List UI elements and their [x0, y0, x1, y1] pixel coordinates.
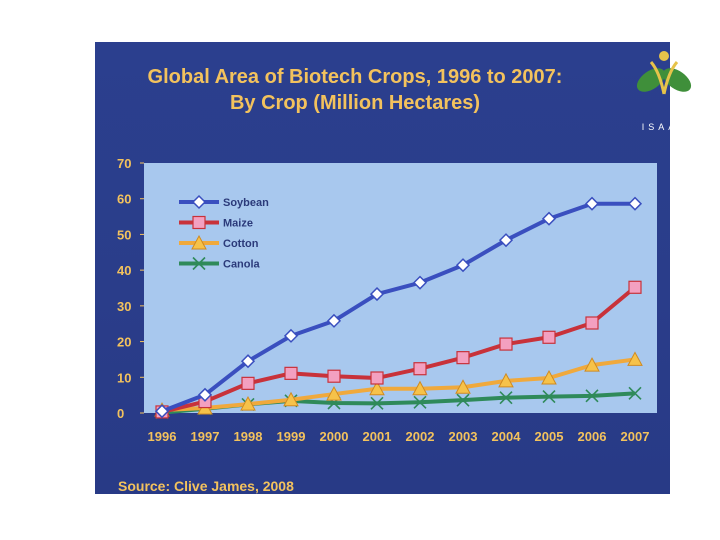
y-tick-label: 50 [117, 227, 131, 242]
cotton-series-line [161, 357, 636, 413]
chart-title: Global Area of Biotech Crops, 1996 to 20… [95, 64, 615, 116]
y-tick-label: 10 [117, 370, 131, 385]
x-tick-label: 2002 [406, 429, 435, 444]
maize-data-point [370, 371, 384, 385]
y-tick-label: 40 [117, 263, 131, 278]
cotton-legend-marker [191, 234, 207, 250]
maize-data-point [413, 362, 427, 376]
y-tick-label: 30 [117, 299, 131, 314]
cotton-data-point [541, 369, 557, 385]
cotton-data-point [627, 351, 643, 366]
y-tick-label: 20 [117, 335, 131, 350]
soybean-data-point [498, 233, 514, 248]
soybean-data-point [455, 258, 471, 273]
x-axis: 1996 1997 1998 1999 2000 2001 2002 2003 2004 2005… [148, 429, 650, 444]
cotton-data-point [283, 391, 299, 407]
maize-legend-marker [192, 215, 206, 230]
cotton-legend-label: Cotton [223, 238, 259, 250]
soybean-legend-label: Soybean [223, 197, 269, 209]
soybean-legend-marker [191, 194, 207, 210]
canola-data-point [370, 396, 384, 410]
maize-legend-label: Maize [223, 218, 253, 230]
soybean-data-point [369, 287, 385, 302]
x-tick-label: 2007 [621, 429, 650, 444]
isaaa-logo-icon [636, 51, 692, 95]
y-tick-label: 0 [117, 406, 124, 421]
maize-data-point [628, 280, 642, 294]
x-tick-label: 1996 [148, 429, 177, 444]
series-lines [154, 196, 643, 420]
maize-data-point [241, 376, 255, 390]
cotton-data-point [240, 396, 256, 411]
x-tick-label: 2001 [363, 429, 392, 444]
x-tick-label: 2004 [492, 429, 522, 444]
cotton-data-point [584, 357, 600, 372]
canola-data-point [542, 390, 556, 404]
x-tick-label: 1997 [191, 429, 220, 444]
chart-title-line-2: By Crop (Million Hectares) [229, 92, 481, 114]
soybean-data-point [627, 196, 643, 211]
maize-data-point [499, 337, 513, 351]
maize-data-point [327, 369, 341, 383]
y-tick-label: 70 [117, 156, 131, 171]
cotton-data-point [326, 386, 342, 401]
canola-data-point [628, 386, 642, 400]
maize-data-point [542, 330, 556, 344]
chart-title-line-1: Global Area of Biotech Crops, 1996 to 20… [147, 66, 563, 88]
source-text: Source: Clive James, 2008 [118, 478, 294, 494]
y-tick-label: 60 [117, 192, 131, 207]
canola-legend-label: Canola [223, 259, 261, 271]
maize-data-point [585, 316, 599, 330]
canola-data-point [413, 395, 427, 409]
cotton-data-point [498, 372, 514, 388]
soybean-data-point [412, 275, 428, 290]
x-tick-label: 2003 [449, 429, 478, 444]
soybean-data-point [283, 328, 299, 343]
soybean-data-point [197, 387, 213, 402]
soybean-data-point [154, 404, 170, 419]
canola-legend-marker [192, 256, 206, 271]
soybean-data-point [541, 211, 557, 226]
canola-data-point [456, 393, 470, 407]
x-tick-label: 2000 [320, 429, 349, 444]
chart-svg: 0 10 20 30 40 50 60 70 1996 1997 1998 1999 2000 2001… [117, 156, 657, 444]
legend: Soybean Maize Cotton Canola [179, 194, 269, 271]
slide-background: Global Area of Biotech Crops, 1996 to 20… [95, 42, 692, 494]
x-tick-label: 1999 [277, 429, 306, 444]
x-tick-label: 2005 [535, 429, 564, 444]
soybean-series-line [161, 201, 635, 414]
soybean-data-point [240, 354, 256, 369]
maize-data-point [284, 366, 298, 380]
maize-data-point [456, 351, 470, 365]
soybean-data-point [584, 196, 600, 211]
cotton-data-point [455, 379, 471, 394]
y-axis: 0 10 20 30 40 50 60 70 [117, 156, 144, 421]
logo-text: ISAAA [641, 122, 689, 132]
cotton-data-point [369, 380, 385, 396]
maize-series-line [161, 285, 637, 414]
soybean-data-point [326, 313, 342, 328]
cotton-data-point [412, 380, 428, 396]
canola-data-point [499, 391, 513, 405]
x-tick-label: 2006 [578, 429, 607, 444]
canola-data-point [585, 389, 599, 403]
x-tick-label: 1998 [234, 429, 263, 444]
